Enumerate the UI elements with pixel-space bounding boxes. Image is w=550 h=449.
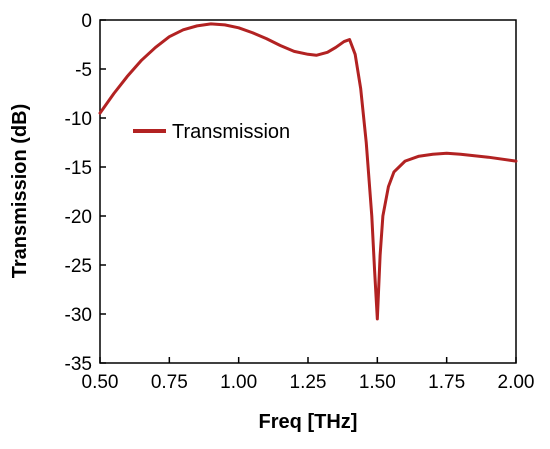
x-tick-label: 1.75 xyxy=(428,372,465,393)
y-tick-label: -25 xyxy=(65,256,92,277)
y-axis-label: Transmission (dB) xyxy=(9,104,31,278)
y-tick-label: -20 xyxy=(65,207,92,228)
x-axis-label: Freq [THz] xyxy=(259,411,358,433)
y-tick-label: -5 xyxy=(75,60,92,81)
x-tick-label: 1.00 xyxy=(220,372,257,393)
y-tick-label: -35 xyxy=(65,354,92,375)
legend: Transmission xyxy=(133,121,290,143)
y-tick-label: 0 xyxy=(81,11,92,32)
y-axis-ticks: 0 -5 -10 -15 -20 -25 -30 -35 xyxy=(65,11,106,375)
x-tick-label: 1.25 xyxy=(290,372,327,393)
y-tick-label: -30 xyxy=(65,305,92,326)
plot-frame xyxy=(99,19,517,364)
x-axis-ticks: 0.50 0.75 1.00 1.25 1.50 1.75 2.00 xyxy=(82,357,535,393)
x-tick-label: 0.75 xyxy=(151,372,188,393)
series-line-transmission xyxy=(98,22,518,321)
x-tick-label: 1.50 xyxy=(359,372,396,393)
y-tick-label: -10 xyxy=(65,109,92,130)
x-tick-label: 2.00 xyxy=(498,372,535,393)
y-tick-label: -15 xyxy=(65,158,92,179)
legend-label: Transmission xyxy=(172,121,290,143)
x-tick-label: 0.50 xyxy=(82,372,119,393)
